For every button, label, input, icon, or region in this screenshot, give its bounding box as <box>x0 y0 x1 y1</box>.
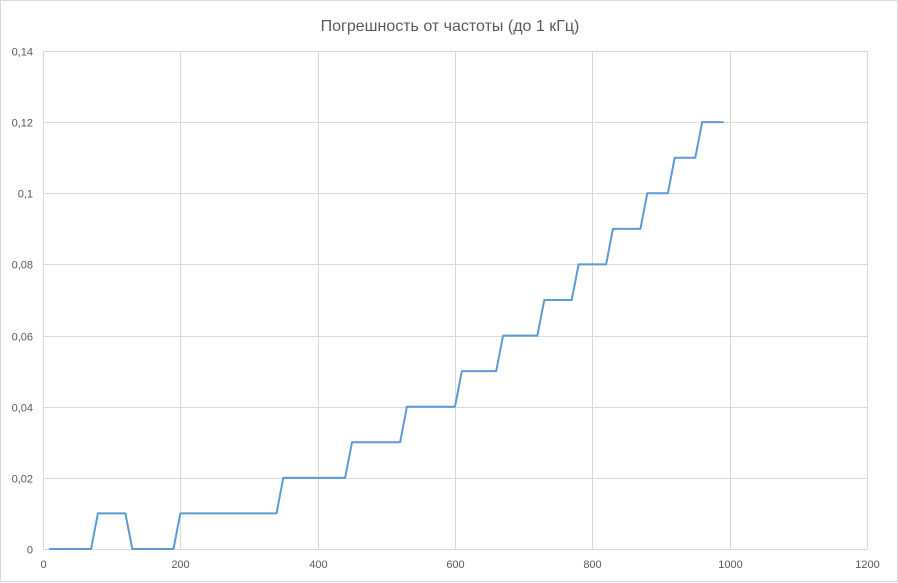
x-tick-label: 800 <box>583 559 601 571</box>
x-tick-label: 200 <box>171 559 189 571</box>
x-tick-label: 1200 <box>855 559 879 571</box>
y-tick-label: 0,02 <box>12 474 33 486</box>
x-axis-ticks: 0 200 400 600 800 1000 1200 <box>40 559 879 571</box>
y-tick-label: 0,06 <box>12 332 33 344</box>
y-tick-label: 0 <box>27 545 33 557</box>
y-tick-label: 0,1 <box>18 189 33 201</box>
y-axis-ticks: 0 0,02 0,04 0,06 0,08 0,1 0,12 0,14 <box>12 47 33 557</box>
x-tick-label: 600 <box>446 559 464 571</box>
x-tick-label: 1000 <box>718 559 742 571</box>
y-tick-label: 0,12 <box>12 118 33 130</box>
chart-title: Погрешность от частоты (до 1 кГц) <box>321 18 580 35</box>
y-tick-label: 0,04 <box>12 403 33 415</box>
x-tick-label: 400 <box>309 559 327 571</box>
y-tick-label: 0,08 <box>12 260 33 272</box>
y-tick-label: 0,14 <box>12 47 33 59</box>
x-tick-label: 0 <box>40 559 46 571</box>
series-line <box>48 121 724 550</box>
series-layer <box>48 121 724 550</box>
grid-lines <box>43 51 868 550</box>
